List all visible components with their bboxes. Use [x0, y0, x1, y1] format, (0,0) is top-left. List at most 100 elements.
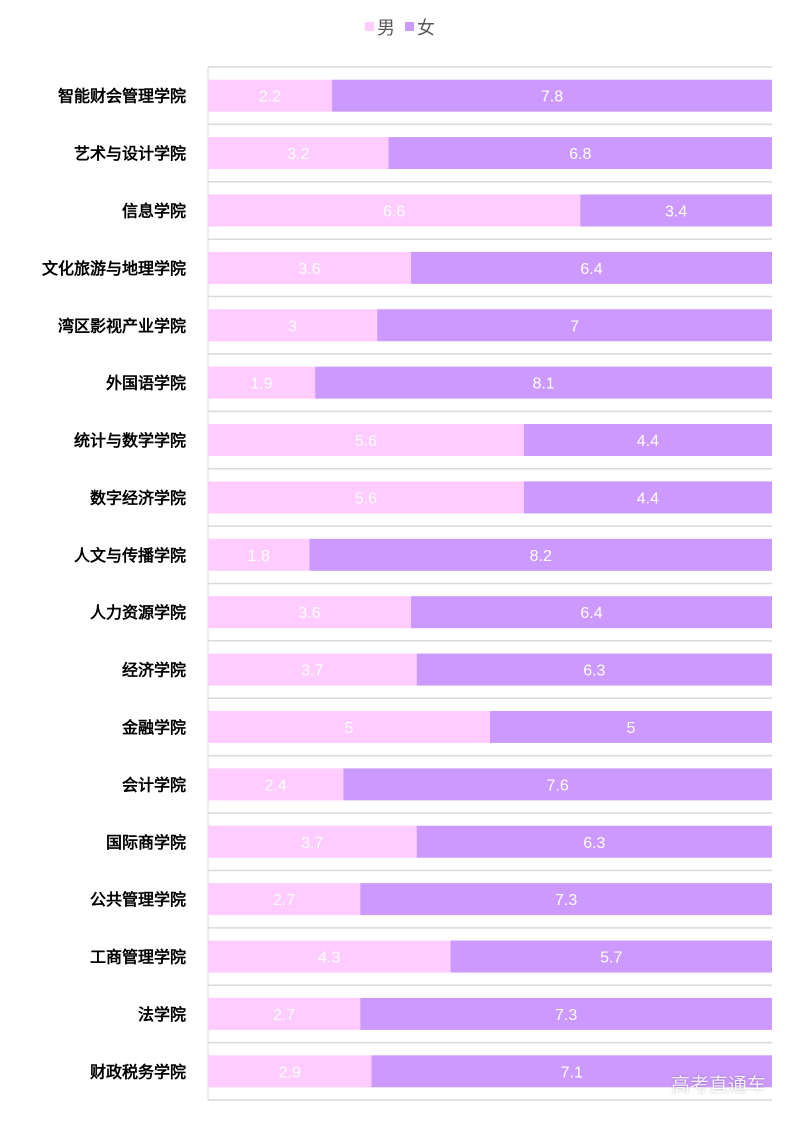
category-label-12: 会计学院: [122, 775, 186, 794]
bar-female-10: [416, 653, 772, 686]
data-label-male-13: 3.7: [301, 835, 323, 852]
bar-male-12: [208, 768, 344, 801]
bar-male-5: [208, 366, 316, 399]
legend-swatch-0: [365, 22, 374, 31]
category-label-15: 工商管理学院: [90, 948, 186, 967]
data-label-female-1: 6.8: [569, 146, 591, 163]
bar-male-14: [208, 883, 361, 916]
category-label-14: 公共管理学院: [90, 890, 186, 909]
data-label-male-15: 4.3: [318, 950, 340, 967]
gridlines: [207, 66, 772, 1101]
data-label-male-4: 3: [288, 318, 297, 335]
bar-female-17: [371, 1055, 772, 1088]
bar-male-1: [208, 137, 389, 170]
category-label-1: 艺术与设计学院: [74, 144, 186, 163]
category-label-5: 外国语学院: [105, 374, 186, 393]
bar-male-2: [208, 194, 581, 227]
data-label-male-10: 3.7: [301, 663, 323, 680]
bar-male-17: [208, 1055, 372, 1088]
bar-female-11: [490, 710, 772, 743]
bar-male-0: [208, 79, 333, 112]
category-label-0: 智能财会管理学院: [58, 87, 186, 106]
data-label-male-11: 5: [345, 720, 354, 737]
category-label-6: 统计与数学学院: [74, 431, 186, 450]
category-label-17: 财政税务学院: [89, 1062, 186, 1081]
bar-female-5: [315, 366, 772, 399]
data-label-female-14: 7.3: [555, 892, 577, 909]
data-label-female-15: 5.7: [600, 950, 622, 967]
category-label-2: 信息学院: [122, 201, 186, 220]
legend-label-0: 男: [377, 18, 395, 39]
data-label-male-16: 2.7: [273, 1007, 295, 1024]
category-label-8: 人文与传播学院: [74, 546, 186, 565]
data-label-male-14: 2.7: [273, 892, 295, 909]
data-label-female-7: 4.4: [637, 490, 659, 507]
data-label-female-2: 3.4: [665, 203, 687, 220]
legend: 男女: [365, 18, 435, 39]
bar-female-12: [343, 768, 772, 801]
category-label-4: 湾区影视产业学院: [58, 316, 186, 335]
category-label-13: 国际商学院: [106, 833, 186, 852]
data-label-male-5: 1.9: [250, 376, 272, 393]
data-label-female-0: 7.8: [541, 89, 563, 106]
data-label-male-7: 5.6: [355, 490, 377, 507]
bar-female-8: [309, 538, 772, 571]
legend-swatch-1: [405, 22, 414, 31]
data-label-male-6: 5.6: [355, 433, 377, 450]
data-label-male-12: 2.4: [265, 777, 287, 794]
data-label-female-6: 4.4: [637, 433, 659, 450]
data-label-female-17: 7.1: [561, 1064, 583, 1081]
data-label-male-9: 3.6: [298, 605, 320, 622]
data-label-male-17: 2.9: [279, 1064, 301, 1081]
data-label-male-1: 3.2: [287, 146, 309, 163]
bar-male-7: [208, 481, 524, 514]
bar-male-4: [208, 309, 378, 342]
data-label-female-5: 8.1: [532, 376, 554, 393]
bar-female-16: [360, 997, 772, 1030]
bar-female-6: [523, 424, 772, 457]
category-label-9: 人力资源学院: [90, 603, 186, 622]
bar-female-0: [332, 79, 772, 112]
category-label-3: 文化旅游与地理学院: [42, 259, 186, 278]
bar-male-11: [208, 710, 490, 743]
bar-female-14: [360, 883, 772, 916]
bar-female-4: [377, 309, 772, 342]
data-label-female-11: 5: [627, 720, 636, 737]
bar-male-6: [208, 424, 524, 457]
bar-male-13: [208, 825, 417, 858]
bars: 2.2 7.8 3.2 6.8 6.6 3.4 3.6 6.4 3 7 1.9 8.1 5.6 4.4 5.…: [208, 79, 772, 1088]
bar-female-13: [416, 825, 772, 858]
data-label-female-8: 8.2: [530, 548, 552, 565]
bar-male-10: [208, 653, 417, 686]
data-label-female-13: 6.3: [583, 835, 605, 852]
data-label-female-16: 7.3: [555, 1007, 577, 1024]
data-label-female-12: 7.6: [547, 777, 569, 794]
bar-female-7: [523, 481, 772, 514]
bar-male-15: [208, 940, 451, 973]
data-label-male-2: 6.6: [383, 203, 405, 220]
data-label-female-3: 6.4: [580, 261, 602, 278]
bar-female-3: [411, 251, 772, 284]
category-label-11: 金融学院: [121, 718, 186, 737]
category-label-16: 法学院: [138, 1005, 186, 1024]
data-label-female-4: 7: [570, 318, 579, 335]
category-label-7: 数字经济学院: [90, 488, 186, 507]
category-labels: 智能财会管理学院艺术与设计学院信息学院文化旅游与地理学院湾区影视产业学院外国语学…: [42, 87, 186, 1082]
bar-male-16: [208, 997, 361, 1030]
bar-male-3: [208, 251, 412, 284]
bar-male-8: [208, 538, 310, 571]
bar-female-1: [388, 137, 772, 170]
bar-female-9: [411, 596, 772, 629]
watermark: 高考直通车: [670, 1074, 766, 1096]
data-label-female-10: 6.3: [583, 663, 605, 680]
legend-label-1: 女: [417, 18, 435, 39]
data-label-male-3: 3.6: [298, 261, 320, 278]
bar-female-2: [580, 194, 772, 227]
category-label-10: 经济学院: [122, 661, 186, 680]
data-label-male-0: 2.2: [259, 89, 281, 106]
data-label-male-8: 1.8: [248, 548, 270, 565]
bar-female-15: [450, 940, 772, 973]
bar-male-9: [208, 596, 412, 629]
data-label-female-9: 6.4: [580, 605, 602, 622]
